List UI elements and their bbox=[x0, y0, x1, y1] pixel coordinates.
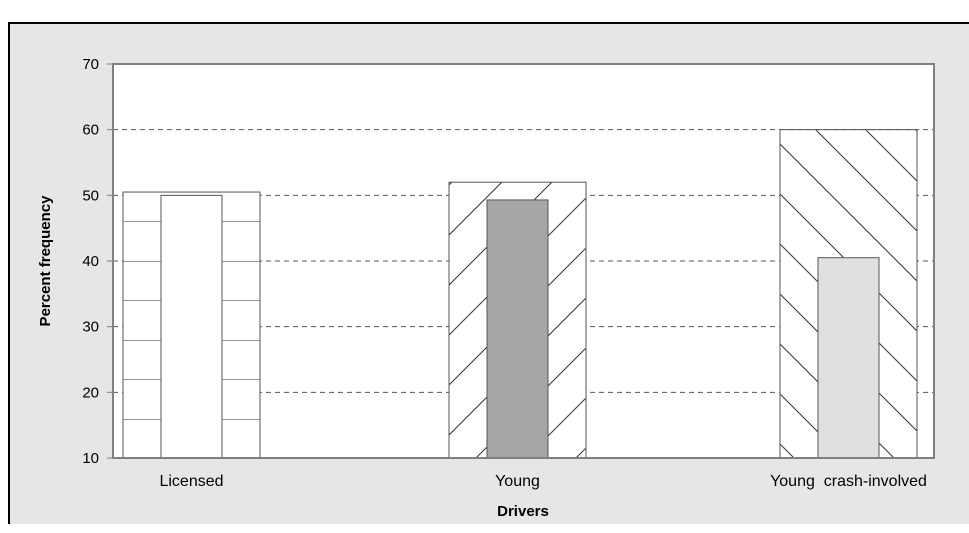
inner-bar bbox=[817, 257, 880, 459]
y-axis-title: Percent frequency bbox=[37, 195, 54, 327]
x-axis-title: Drivers bbox=[497, 503, 549, 520]
y-tick-label: 30 bbox=[82, 319, 99, 336]
bars bbox=[122, 129, 918, 459]
inner-bar bbox=[486, 199, 549, 459]
y-tick-label: 70 bbox=[82, 56, 99, 73]
x-category-label: Young bbox=[495, 473, 540, 490]
y-tick-label: 60 bbox=[82, 122, 99, 139]
chart-frame: 10 20 30 40 50 60 70 Licensed Young Young crash-… bbox=[8, 22, 969, 524]
y-tick-label: 50 bbox=[82, 187, 99, 204]
y-tick-label: 20 bbox=[82, 384, 99, 401]
inner-bar bbox=[160, 194, 223, 459]
y-ticks: 10 20 30 40 50 60 70 bbox=[82, 56, 113, 467]
y-tick-label: 40 bbox=[82, 253, 99, 270]
bar-chart: 10 20 30 40 50 60 70 Licensed Young Young crash-… bbox=[37, 56, 935, 520]
x-categories: Licensed Young Young crash-involved bbox=[159, 473, 926, 490]
x-category-label: Young crash-involved bbox=[770, 473, 927, 490]
y-tick-label: 10 bbox=[82, 450, 99, 467]
x-category-label: Licensed bbox=[159, 473, 223, 490]
